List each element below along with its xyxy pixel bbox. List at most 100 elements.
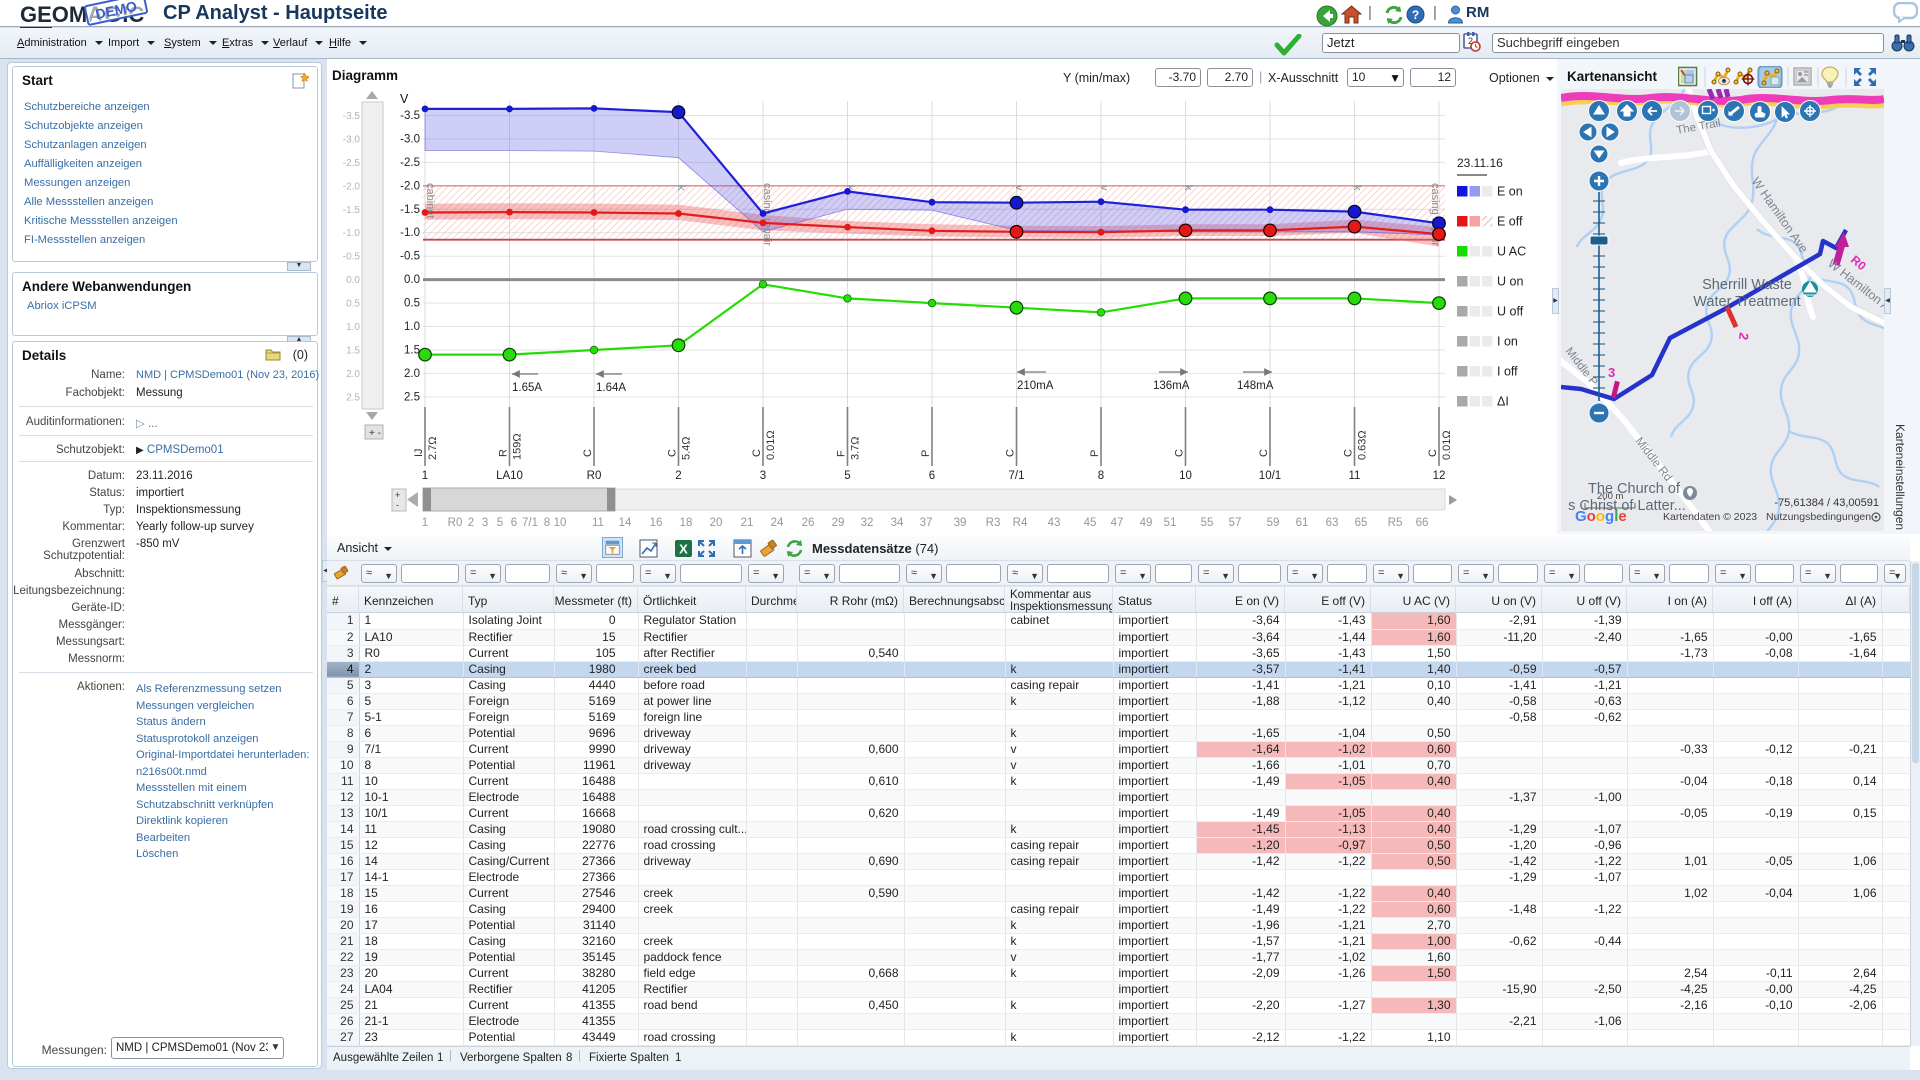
svg-text:6: 6: [929, 470, 935, 482]
svg-text:11: 11: [592, 517, 604, 529]
svg-text:-: -: [396, 500, 399, 510]
svg-text:2.0: 2.0: [404, 368, 420, 380]
svg-text:P: P: [1089, 450, 1101, 457]
svg-text:?: ?: [1412, 8, 1419, 22]
svg-text:200 m: 200 m: [1597, 491, 1623, 502]
svg-text:3: 3: [1608, 365, 1615, 380]
svg-text:1.5: 1.5: [404, 345, 420, 357]
svg-text:14: 14: [619, 517, 632, 529]
svg-text:5.4Ω: 5.4Ω: [681, 436, 693, 460]
svg-text:10/1: 10/1: [1259, 470, 1281, 482]
svg-text:R4: R4: [1013, 517, 1028, 529]
svg-text:16: 16: [650, 517, 663, 529]
svg-text:148mA: 148mA: [1237, 380, 1274, 392]
svg-text:34: 34: [891, 517, 904, 529]
svg-text:-0.5: -0.5: [343, 252, 361, 263]
svg-text:39: 39: [954, 517, 967, 529]
svg-text:k: k: [844, 185, 856, 191]
svg-text:C: C: [1427, 449, 1439, 457]
svg-text:2: 2: [468, 517, 474, 529]
svg-text:casing repair: casing repair: [761, 183, 773, 246]
svg-text:0.0: 0.0: [404, 274, 420, 286]
svg-text:2.5: 2.5: [346, 392, 360, 403]
svg-text:k: k: [675, 185, 687, 191]
svg-text:0.5: 0.5: [404, 298, 420, 310]
svg-text:Kartendaten © 2023: Kartendaten © 2023: [1663, 511, 1757, 523]
svg-text:-0.5: -0.5: [400, 251, 420, 263]
svg-text:P: P: [920, 450, 932, 457]
svg-text:26: 26: [802, 517, 815, 529]
svg-text:s Christ of Latter...: s Christ of Latter...: [1568, 498, 1686, 514]
svg-text:3.7Ω: 3.7Ω: [850, 436, 862, 460]
svg-text:10: 10: [554, 517, 567, 529]
svg-text:51: 51: [1164, 517, 1177, 529]
svg-text:2: 2: [675, 470, 681, 482]
svg-text:+ -: + -: [369, 428, 381, 439]
svg-text:1: 1: [422, 517, 428, 529]
svg-text:-2.0: -2.0: [343, 181, 361, 192]
svg-text:6: 6: [511, 517, 517, 529]
svg-text:C: C: [1343, 449, 1355, 457]
svg-text:8: 8: [1098, 470, 1104, 482]
svg-text:159Ω: 159Ω: [512, 433, 524, 460]
svg-text:47: 47: [1111, 517, 1124, 529]
svg-text:Water Treatment: Water Treatment: [1693, 294, 1800, 310]
svg-text:49: 49: [1140, 517, 1153, 529]
svg-text:45: 45: [1084, 517, 1097, 529]
svg-text:E off: E off: [1497, 215, 1523, 229]
svg-text:R: R: [498, 449, 510, 457]
svg-text:3: 3: [760, 470, 766, 482]
svg-text:Nutzungsbedingungen: Nutzungsbedingungen: [1766, 511, 1871, 523]
svg-text:I off: I off: [1497, 365, 1518, 379]
svg-text:7/1: 7/1: [522, 517, 538, 529]
svg-text:136mA: 136mA: [1153, 380, 1190, 392]
svg-text:-1.5: -1.5: [343, 205, 361, 216]
svg-text:U AC: U AC: [1497, 245, 1526, 259]
svg-text:55: 55: [1201, 517, 1214, 529]
svg-text:-3.0: -3.0: [343, 134, 361, 145]
svg-text:0.01Ω: 0.01Ω: [765, 430, 777, 460]
svg-text:43: 43: [1048, 517, 1061, 529]
svg-text:C: C: [751, 449, 763, 457]
svg-text:-75,61384 / 43,00591: -75,61384 / 43,00591: [1774, 497, 1879, 509]
svg-text:2.0: 2.0: [346, 369, 360, 380]
svg-text:v: v: [1098, 185, 1110, 191]
svg-text:-3.0: -3.0: [400, 133, 420, 145]
svg-text:32: 32: [861, 517, 874, 529]
svg-text:C: C: [582, 449, 594, 457]
svg-text:1.0: 1.0: [404, 321, 420, 333]
svg-text:2: 2: [1736, 331, 1752, 341]
svg-text:11: 11: [1349, 470, 1361, 482]
svg-text:LA10: LA10: [496, 470, 523, 482]
svg-text:R0: R0: [587, 470, 602, 482]
svg-text:18: 18: [680, 517, 693, 529]
svg-text:-1.5: -1.5: [400, 204, 420, 216]
svg-text:ΔI: ΔI: [1497, 395, 1509, 409]
svg-text:24: 24: [771, 517, 784, 529]
svg-text:5: 5: [497, 517, 503, 529]
svg-text:7/1: 7/1: [1009, 470, 1025, 482]
svg-text:-3.5: -3.5: [400, 110, 420, 122]
svg-text:F: F: [836, 450, 848, 457]
svg-text:Google: Google: [1575, 508, 1627, 525]
svg-text:20: 20: [710, 517, 723, 529]
svg-text:-2.0: -2.0: [400, 180, 420, 192]
svg-text:R0: R0: [448, 517, 463, 529]
svg-text:-2.5: -2.5: [400, 157, 420, 169]
svg-text:The Church of: The Church of: [1588, 481, 1681, 497]
svg-text:v: v: [1013, 185, 1025, 191]
svg-text:1: 1: [422, 470, 428, 482]
svg-text:X: X: [679, 542, 688, 557]
svg-text:0.0: 0.0: [346, 275, 360, 286]
svg-text:1.64A: 1.64A: [596, 382, 626, 394]
svg-text:0.01Ω: 0.01Ω: [1441, 430, 1453, 460]
svg-text:63: 63: [1326, 517, 1339, 529]
svg-text:IJ: IJ: [413, 448, 425, 457]
svg-text:59: 59: [1267, 517, 1280, 529]
svg-text:37: 37: [920, 517, 933, 529]
svg-text:cabinet: cabinet: [424, 183, 436, 218]
svg-text:C: C: [667, 449, 679, 457]
svg-text:29: 29: [832, 517, 845, 529]
svg-text:V: V: [400, 92, 409, 106]
svg-text:65: 65: [1355, 517, 1368, 529]
